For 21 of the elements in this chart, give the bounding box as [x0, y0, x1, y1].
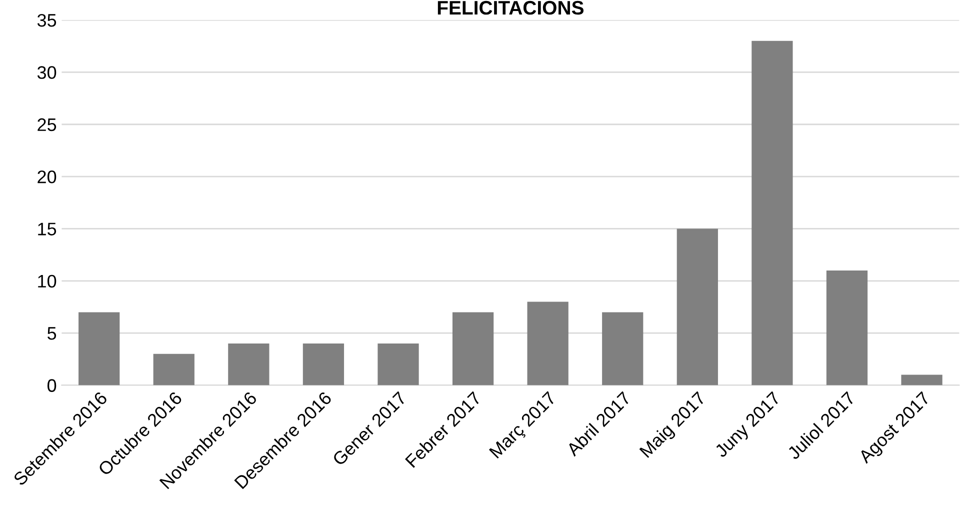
bar — [602, 312, 644, 386]
chart-title: FELICITACIONS — [438, 0, 584, 15]
y-tick-label: 35 — [37, 14, 56, 27]
bar — [752, 40, 793, 386]
y-tick-label: 15 — [38, 222, 56, 236]
y-tick-label: 30 — [37, 66, 56, 79]
bar — [901, 374, 942, 386]
bar — [78, 312, 120, 386]
y-tick-label: 10 — [38, 274, 56, 288]
y-tick-label: 0 — [48, 379, 56, 392]
bar — [452, 312, 494, 386]
y-tick-label: 5 — [48, 327, 56, 340]
bar — [527, 302, 568, 386]
bar — [826, 270, 868, 386]
bar — [676, 228, 718, 386]
bar — [228, 344, 270, 386]
bar — [153, 354, 194, 386]
y-tick-label: 20 — [38, 170, 56, 184]
bar — [302, 344, 344, 386]
y-tick-label: 25 — [38, 118, 56, 132]
bar — [378, 344, 419, 386]
